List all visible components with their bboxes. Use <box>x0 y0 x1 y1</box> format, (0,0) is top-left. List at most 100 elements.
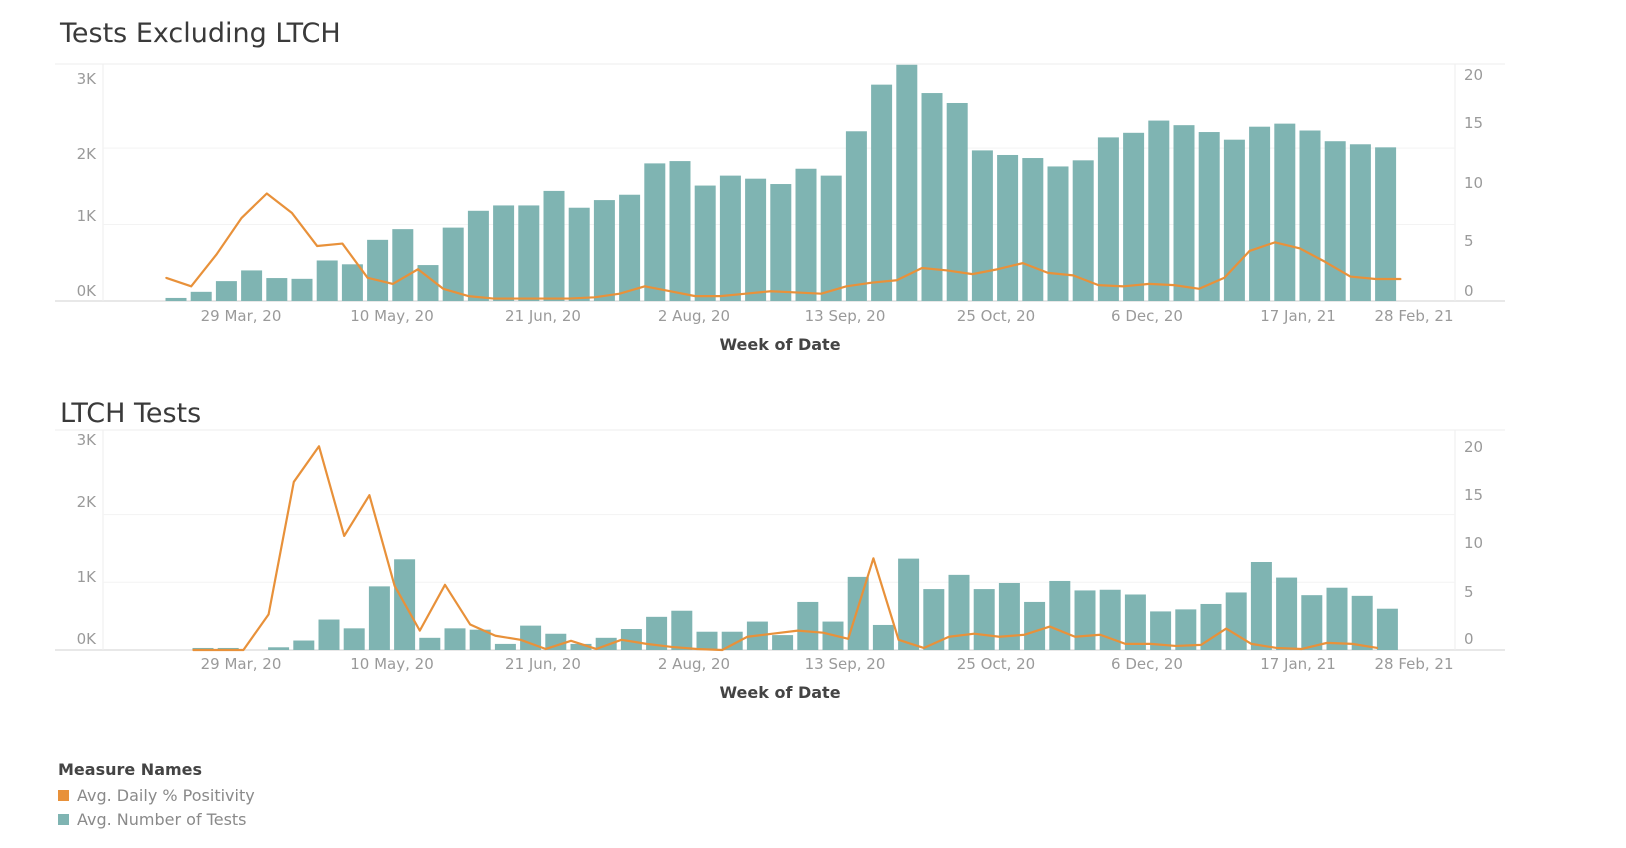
line-point <box>419 629 421 632</box>
bar <box>1326 587 1348 650</box>
line-point <box>1099 633 1101 636</box>
positivity-line <box>165 192 1401 300</box>
line-point <box>1074 635 1076 638</box>
line-point <box>845 285 848 288</box>
x-axis-label: Week of Date <box>719 683 840 702</box>
x-tick-label: 28 Feb, 21 <box>1374 307 1453 325</box>
line-point <box>494 634 497 637</box>
line-point <box>797 629 799 632</box>
line-point <box>291 212 293 214</box>
bar <box>593 200 615 301</box>
bar <box>190 291 212 301</box>
x-axis-label: Week of Date <box>719 335 840 354</box>
line-point <box>1400 278 1402 280</box>
line-point <box>543 297 545 300</box>
x-tick-label: 6 Dec, 20 <box>1111 655 1183 673</box>
line-point <box>645 643 648 645</box>
bar <box>215 281 237 301</box>
bar <box>1097 137 1119 301</box>
line-point <box>217 649 219 651</box>
bar <box>998 582 1020 650</box>
line-point <box>1225 627 1227 630</box>
line-point <box>820 292 822 295</box>
bar <box>1124 594 1146 650</box>
line-point <box>946 269 948 272</box>
bar <box>973 589 995 650</box>
line-point <box>1274 241 1276 244</box>
bar <box>494 643 516 650</box>
bar <box>368 586 390 650</box>
line-point <box>341 242 344 245</box>
line-point <box>746 635 749 638</box>
bar <box>570 643 592 650</box>
line-point <box>822 631 824 634</box>
y-left-tick-label: 3K <box>77 431 98 449</box>
line-point <box>998 635 1001 638</box>
bar <box>165 297 187 301</box>
line-point <box>644 285 646 288</box>
line-point <box>923 647 925 649</box>
x-tick-label: 25 Oct, 20 <box>957 307 1035 325</box>
line-point <box>1374 278 1377 280</box>
x-tick-label: 2 Aug, 20 <box>658 655 730 673</box>
chart-tests-excluding-ltch: 0K 1K 2K 3K 0 5 10 15 20 29 Mar, 20 10 May, 20 21 J… <box>55 63 1505 354</box>
y-right-tick-label: 0 <box>1464 630 1474 648</box>
line-point <box>694 295 696 297</box>
bar <box>1250 562 1272 650</box>
y-left-tick-label: 2K <box>77 493 98 511</box>
bar <box>721 631 743 650</box>
bar <box>568 207 590 301</box>
bar <box>1024 601 1046 650</box>
chart-title-tests-excluding-ltch: Tests Excluding LTCH <box>60 18 341 49</box>
line-point <box>719 295 722 297</box>
line-point <box>1023 633 1026 636</box>
line-point <box>671 646 673 648</box>
y-left-tick-label: 3K <box>77 70 98 88</box>
legend: Measure Names Avg. Daily % Positivity Av… <box>58 760 255 831</box>
line-point <box>620 639 623 641</box>
line-point <box>293 481 295 483</box>
line-point <box>570 640 572 642</box>
bar <box>1200 603 1222 650</box>
x-tick-label: 6 Dec, 20 <box>1111 307 1183 325</box>
line-point <box>721 649 723 651</box>
x-tick-label: 17 Jan, 21 <box>1260 655 1336 673</box>
legend-item-positivity[interactable]: Avg. Daily % Positivity <box>58 783 255 807</box>
bar <box>845 131 867 301</box>
bar <box>266 278 288 301</box>
line-point <box>1301 648 1303 650</box>
bar <box>1223 139 1245 301</box>
y-left-tick-label: 0K <box>77 630 98 648</box>
line-point <box>595 648 597 650</box>
line-point <box>192 649 194 651</box>
line-point <box>519 639 522 641</box>
line-point <box>266 192 268 195</box>
bar <box>268 647 290 650</box>
x-tick-label: 21 Jun, 20 <box>505 307 581 325</box>
line-point <box>444 584 446 586</box>
line-point <box>240 217 243 219</box>
bar <box>1276 577 1298 650</box>
line-point <box>1175 645 1177 647</box>
line-point <box>973 632 975 635</box>
x-tick-label: 29 Mar, 20 <box>201 655 282 673</box>
line-point <box>1324 261 1326 263</box>
line-point <box>492 297 495 300</box>
bar <box>923 589 945 650</box>
line-point <box>343 535 346 537</box>
line-point <box>870 281 873 284</box>
legend-item-tests[interactable]: Avg. Number of Tests <box>58 807 255 831</box>
bar <box>291 278 313 301</box>
line-point <box>417 268 419 271</box>
bar <box>1351 595 1373 650</box>
y-right-tick-label: 20 <box>1464 438 1483 456</box>
bar <box>696 631 718 650</box>
line-point <box>1351 643 1353 645</box>
line-point <box>1275 647 1278 649</box>
line-point <box>593 296 596 299</box>
bar <box>646 616 668 650</box>
bar <box>1173 125 1195 302</box>
positivity-line <box>193 445 1378 652</box>
bar <box>694 185 716 301</box>
y-left-tick-label: 0K <box>77 282 98 300</box>
